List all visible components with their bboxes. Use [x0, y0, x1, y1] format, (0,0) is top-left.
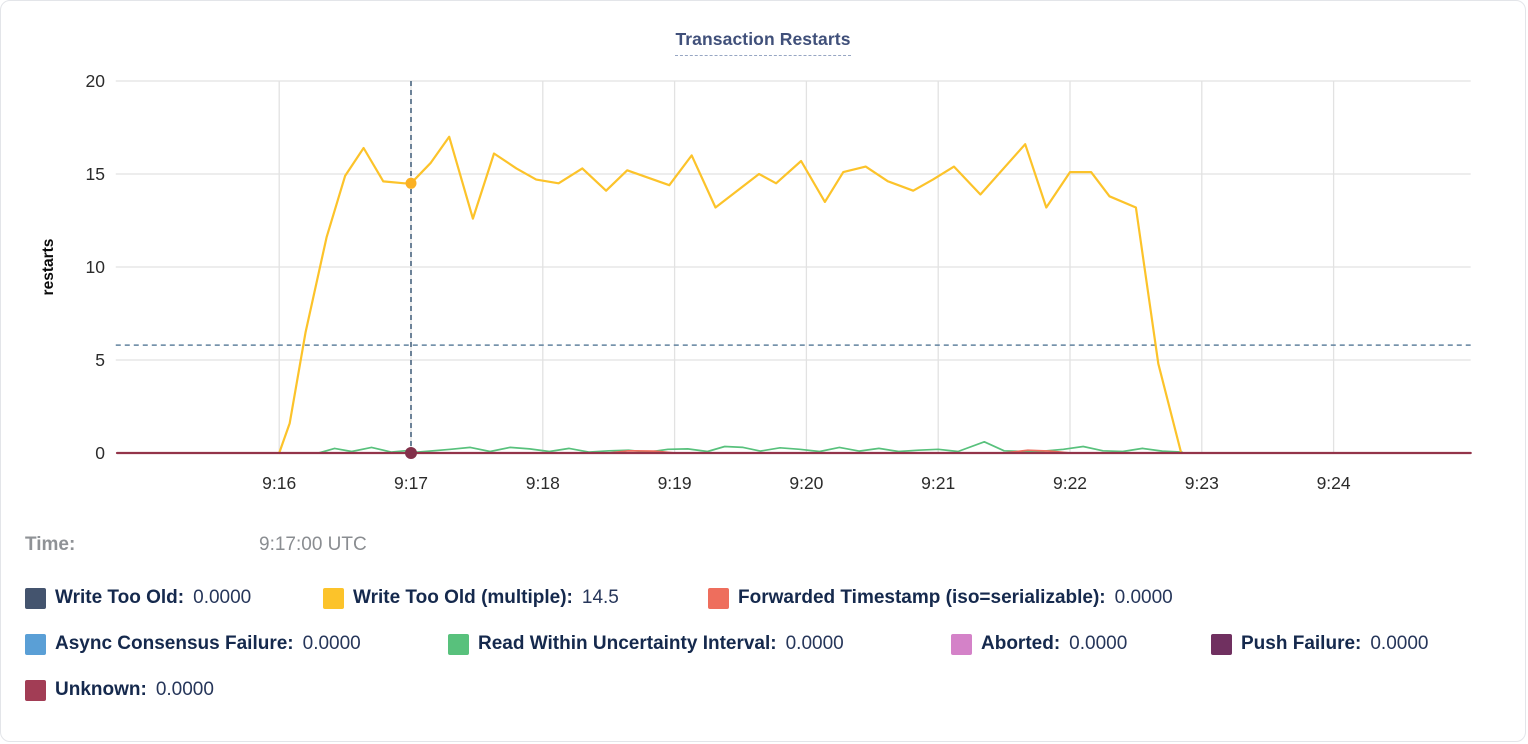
y-axis-label: restarts — [40, 239, 57, 296]
legend-item-read-within-uncertainty-interval[interactable]: Read Within Uncertainty Interval: 0.0000 — [448, 633, 844, 655]
x-tick-label: 9:16 — [262, 473, 296, 493]
chart-title-wrap: Transaction Restarts — [1, 29, 1525, 56]
legend-swatch-push-failure — [1211, 633, 1232, 655]
legend-swatch-unknown — [25, 679, 46, 701]
legend-value: 14.5 — [581, 587, 619, 608]
legend-label: Async Consensus Failure: — [55, 633, 294, 654]
legend-label: Forwarded Timestamp (iso=serializable): — [738, 587, 1106, 608]
legend-swatch-forwarded-timestamp — [708, 587, 729, 609]
legend-item-push-failure[interactable]: Push Failure: 0.0000 — [1211, 633, 1428, 655]
hover-time-label: Time: — [25, 534, 76, 555]
x-tick-label: 9:24 — [1317, 473, 1351, 493]
legend-value: 0.0000 — [1114, 587, 1173, 608]
legend-label: Read Within Uncertainty Interval: — [478, 633, 777, 654]
legend-item-forwarded-timestamp[interactable]: Forwarded Timestamp (iso=serializable): 0… — [708, 587, 1173, 609]
legend-value: 0.0000 — [1069, 633, 1128, 654]
x-tick-label: 9:22 — [1053, 473, 1087, 493]
y-tick-label: 20 — [86, 71, 106, 91]
legend-swatch-aborted — [951, 633, 972, 655]
legend-label: Aborted: — [981, 633, 1061, 654]
x-tick-label: 9:21 — [921, 473, 955, 493]
chart-title[interactable]: Transaction Restarts — [675, 29, 851, 56]
x-tick-label: 9:23 — [1185, 473, 1219, 493]
legend-item-unknown[interactable]: Unknown: 0.0000 — [25, 679, 214, 701]
legend-label: Write Too Old: — [55, 587, 185, 608]
series-line-write-too-old-multiple — [278, 135, 1182, 455]
hover-dot-write-too-old-multiple — [405, 177, 417, 189]
legend-value: 0.0000 — [155, 679, 214, 700]
legend-value: 0.0000 — [302, 633, 361, 654]
x-tick-label: 9:20 — [789, 473, 823, 493]
legend-swatch-write-too-old-multiple — [323, 587, 344, 609]
y-tick-label: 0 — [95, 443, 105, 463]
transaction-restarts-line-chart[interactable]: 9:16 9:17 9:18 9:19 9:20 9:21 9:22 9:23 9:24 0 5 10… — [1, 1, 1526, 511]
legend-label: Push Failure: — [1241, 633, 1362, 654]
hover-time-value: 9:17:00 UTC — [259, 534, 367, 555]
hover-dot-unknown — [405, 447, 417, 459]
legend-swatch-write-too-old — [25, 587, 46, 609]
legend-value: 0.0000 — [1370, 633, 1429, 654]
legend-label: Write Too Old (multiple): — [353, 587, 573, 608]
y-tick-label: 5 — [95, 350, 105, 370]
y-tick-label: 10 — [86, 257, 106, 277]
legend-swatch-async-consensus-failure — [25, 633, 46, 655]
x-tick-label: 9:19 — [658, 473, 692, 493]
legend-swatch-read-within-uncertainty-interval — [448, 633, 469, 655]
y-tick-label: 15 — [86, 164, 105, 184]
legend-value: 0.0000 — [193, 587, 252, 608]
legend-item-write-too-old-multiple[interactable]: Write Too Old (multiple): 14.5 — [323, 587, 619, 609]
legend-label: Unknown: — [55, 679, 147, 700]
x-tick-label: 9:17 — [394, 473, 428, 493]
x-tick-label: 9:18 — [526, 473, 560, 493]
legend-item-aborted[interactable]: Aborted: 0.0000 — [951, 633, 1127, 655]
legend-item-async-consensus-failure[interactable]: Async Consensus Failure: 0.0000 — [25, 633, 361, 655]
legend-value: 0.0000 — [785, 633, 844, 654]
legend-item-write-too-old[interactable]: Write Too Old: 0.0000 — [25, 587, 251, 609]
